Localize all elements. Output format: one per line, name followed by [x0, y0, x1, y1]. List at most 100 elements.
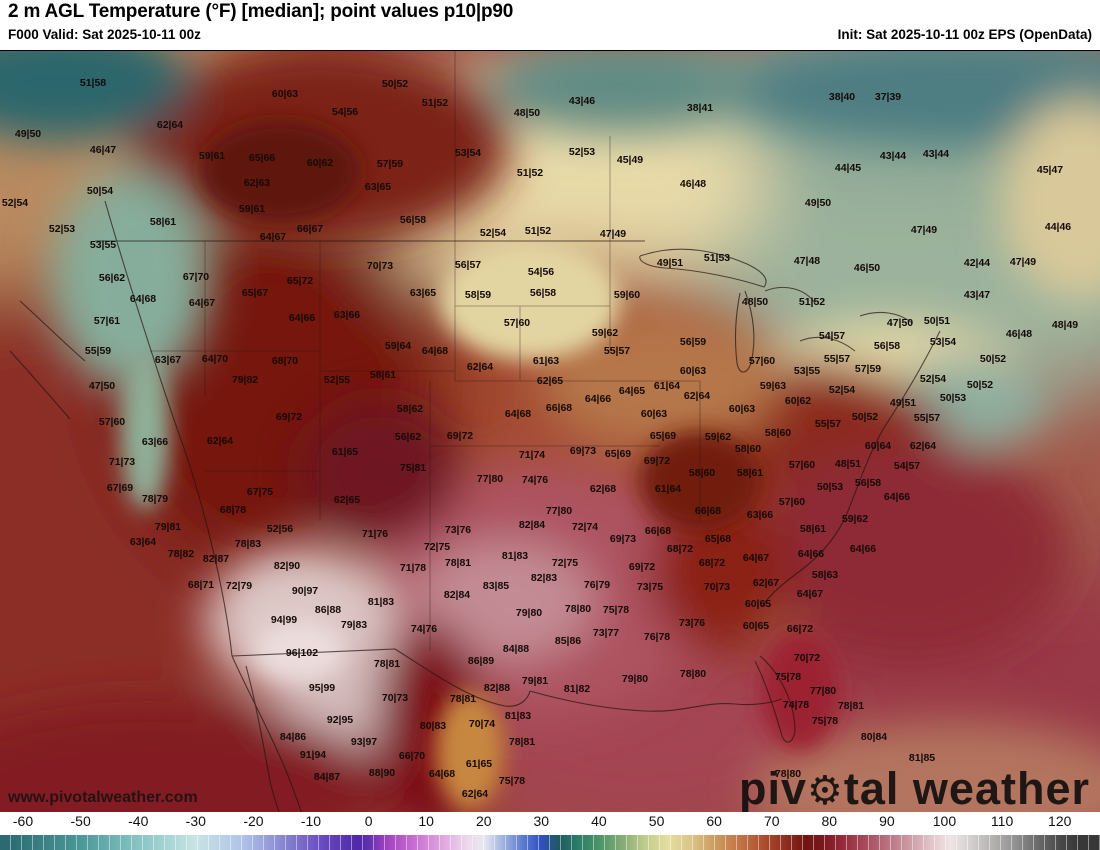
point-value: 60|65 — [744, 598, 772, 610]
point-value: 51|52 — [516, 167, 544, 179]
point-value: 54|57 — [818, 330, 846, 342]
point-value: 53|54 — [929, 336, 957, 348]
point-value: 71|74 — [518, 449, 546, 461]
point-value: 64|68 — [428, 768, 456, 780]
point-value: 50|52 — [966, 379, 994, 391]
point-value: 55|57 — [603, 345, 631, 357]
point-value: 81|83 — [501, 550, 529, 562]
point-value: 60|64 — [864, 440, 892, 452]
point-value: 47|49 — [1009, 256, 1037, 268]
point-value: 71|73 — [108, 456, 136, 468]
colorbar-tick-label: 60 — [706, 813, 722, 829]
point-value: 49|51 — [656, 257, 684, 269]
point-value: 85|86 — [554, 635, 582, 647]
point-value: 61|65 — [465, 758, 493, 770]
colorbar-tick-label: 70 — [763, 813, 780, 829]
point-value: 76|78 — [643, 631, 671, 643]
point-value: 75|78 — [602, 604, 630, 616]
point-value: 62|65 — [333, 494, 361, 506]
point-value: 79|80 — [515, 607, 543, 619]
point-value: 45|47 — [1036, 164, 1064, 176]
header: 2 m AGL Temperature (°F) [median]; point… — [0, 0, 1100, 50]
point-value: 86|89 — [467, 655, 495, 667]
point-value: 64|68 — [129, 293, 157, 305]
colorbar-tick-label: 40 — [591, 813, 607, 829]
point-value: 47|50 — [88, 380, 116, 392]
point-value: 53|55 — [793, 365, 821, 377]
point-value: 57|59 — [854, 363, 882, 375]
colorbar-tick-label: 10 — [418, 813, 434, 829]
point-value: 72|79 — [225, 580, 253, 592]
point-value: 72|75 — [423, 541, 451, 553]
point-value: 67|69 — [106, 482, 134, 494]
colorbar: -60 -50 -40 -30 -20 -10 0 10 20 30 40 50 60 70 80 90 100… — [0, 812, 1100, 850]
point-value: 62|68 — [589, 483, 617, 495]
point-value: 75|78 — [774, 671, 802, 683]
point-value: 53|55 — [89, 239, 117, 251]
point-value: 69|73 — [569, 445, 597, 457]
point-value: 74|76 — [410, 623, 438, 635]
point-value: 77|80 — [476, 473, 504, 485]
point-value: 65|66 — [248, 152, 276, 164]
point-value: 66|68 — [694, 505, 722, 517]
point-value: 64|67 — [742, 552, 770, 564]
colorbar-tick-label: 50 — [648, 813, 665, 829]
point-value: 50|54 — [86, 185, 114, 197]
point-value: 63|66 — [746, 509, 774, 521]
point-value: 64|70 — [201, 353, 229, 365]
point-value: 59|62 — [841, 513, 869, 525]
point-value: 59|60 — [613, 289, 641, 301]
point-value: 54|57 — [893, 460, 921, 472]
point-value: 45|49 — [616, 154, 644, 166]
point-value: 63|64 — [129, 536, 157, 548]
point-value: 58|60 — [764, 427, 792, 439]
point-value: 84|86 — [279, 731, 307, 743]
point-value: 47|48 — [793, 255, 821, 267]
point-value: 56|58 — [854, 477, 882, 489]
point-value: 83|85 — [482, 580, 510, 592]
point-value: 52|53 — [48, 223, 76, 235]
point-value: 82|83 — [530, 572, 558, 584]
point-value: 61|63 — [532, 355, 560, 367]
point-value: 77|80 — [545, 505, 573, 517]
point-value: 46|50 — [853, 262, 881, 274]
point-value: 63|67 — [154, 354, 182, 366]
point-value: 69|72 — [275, 411, 303, 423]
point-value: 50|52 — [979, 353, 1007, 365]
point-value: 57|60 — [503, 317, 531, 329]
point-value: 47|49 — [910, 224, 938, 236]
point-value: 68|71 — [187, 579, 215, 591]
point-value: 60|62 — [306, 157, 334, 169]
point-value: 44|45 — [834, 162, 862, 174]
colorbar-gradient — [0, 835, 1100, 850]
point-value: 79|82 — [231, 374, 259, 386]
point-value: 78|82 — [167, 548, 195, 560]
point-value: 74|76 — [521, 474, 549, 486]
point-value: 71|78 — [399, 562, 427, 574]
point-value: 72|74 — [571, 521, 599, 533]
point-value: 37|39 — [874, 91, 902, 103]
point-value: 64|67 — [188, 297, 216, 309]
point-value: 63|66 — [141, 436, 169, 448]
point-value: 52|55 — [323, 374, 351, 386]
point-value: 88|90 — [368, 767, 396, 779]
point-value: 38|40 — [828, 91, 856, 103]
point-value: 79|80 — [621, 673, 649, 685]
map-canvas[interactable]: 51|58 60|63 62|64 54|56 49|50 46|47 59|61 65|66… — [0, 50, 1100, 813]
point-value: 57|59 — [376, 158, 404, 170]
point-value: 58|61 — [736, 467, 764, 479]
point-value: 58|60 — [688, 467, 716, 479]
point-value: 75|81 — [399, 462, 427, 474]
point-value: 78|81 — [508, 736, 536, 748]
point-value: 50|52 — [851, 411, 879, 423]
point-value: 66|68 — [644, 525, 672, 537]
point-value: 71|76 — [361, 528, 389, 540]
point-value: 56|58 — [529, 287, 557, 299]
init-time-label: Init: Sat 2025-10-11 00z EPS (OpenData) — [837, 27, 1092, 42]
point-value: 66|68 — [545, 402, 573, 414]
colorbar-tick-label: 30 — [533, 813, 550, 829]
point-value: 64|68 — [421, 345, 449, 357]
point-value: 81|83 — [504, 710, 532, 722]
point-value: 61|65 — [331, 446, 359, 458]
